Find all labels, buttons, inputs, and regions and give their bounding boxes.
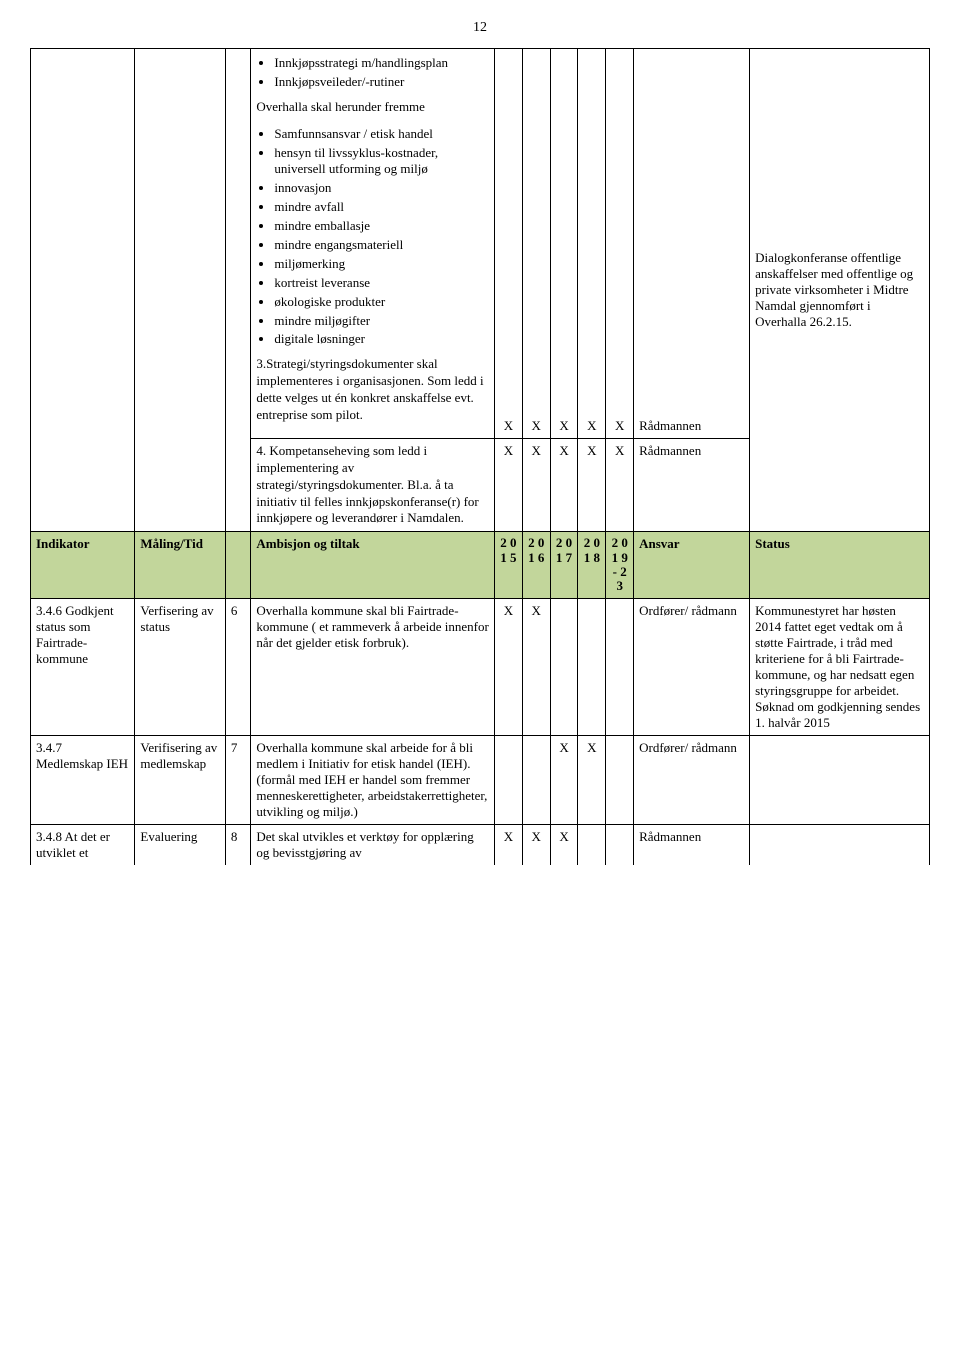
year-mark: X [578, 438, 606, 531]
year-mark: X [550, 735, 578, 824]
year-mark: X [494, 598, 522, 735]
list-item: mindre miljøgifter [274, 313, 489, 330]
col-ansvar: Ansvar [634, 532, 750, 598]
list-item: mindre avfall [274, 199, 489, 216]
table-row: Innkjøpsstrategi m/handlingsplan Innkjøp… [31, 49, 930, 439]
indikator-cell: 3.4.6 Godkjent status som Fairtrade-komm… [31, 598, 135, 735]
year-mark [606, 598, 634, 735]
year-mark: X [522, 49, 550, 439]
para-item3: 3.Strategi/styringsdokumenter skal imple… [256, 356, 489, 424]
col-maling: Måling/Tid [135, 532, 225, 598]
year-mark [522, 735, 550, 824]
list-item: Innkjøpsveileder/-rutiner [274, 74, 489, 91]
main-table: Innkjøpsstrategi m/handlingsplan Innkjøp… [30, 48, 930, 865]
col-year: 2 0 1 9 - 2 3 [606, 532, 634, 598]
year-mark: X [578, 49, 606, 439]
header-row: Indikator Måling/Tid Ambisjon og tiltak … [31, 532, 930, 598]
list-item: mindre emballasje [274, 218, 489, 235]
list-item: digitale løsninger [274, 331, 489, 348]
list-item: kortreist leveranse [274, 275, 489, 292]
year-mark [550, 598, 578, 735]
ansvar-cell: Ordfører/ rådmann [634, 735, 750, 824]
year-mark [578, 824, 606, 865]
year-mark: X [550, 49, 578, 439]
year-mark [606, 735, 634, 824]
maling-cell: Verfisering av status [135, 598, 225, 735]
year-mark: X [494, 49, 522, 439]
year-mark [606, 824, 634, 865]
list-item: mindre engangsmateriell [274, 237, 489, 254]
col-year: 2 0 1 8 [578, 532, 606, 598]
num-cell: 8 [225, 824, 251, 865]
table-row: 3.4.8 At det er utviklet et Evaluering 8… [31, 824, 930, 865]
year-mark: X [522, 824, 550, 865]
bullet-list-2: Samfunnsansvar / etisk handel hensyn til… [256, 126, 489, 349]
year-mark [494, 735, 522, 824]
col-indikator: Indikator [31, 532, 135, 598]
intro-text: Overhalla skal herunder fremme [256, 99, 489, 116]
indikator-cell: 3.4.8 At det er utviklet et [31, 824, 135, 865]
para-item4: 4. Kompetanseheving som ledd i implement… [256, 443, 489, 527]
year-mark: X [522, 598, 550, 735]
list-item: innovasjon [274, 180, 489, 197]
year-mark: X [550, 438, 578, 531]
table-row: 3.4.6 Godkjent status som Fairtrade-komm… [31, 598, 930, 735]
indikator-cell: 3.4.7 Medlemskap IEH [31, 735, 135, 824]
num-cell: 6 [225, 598, 251, 735]
tiltak-cell: Det skal utvikles et verktøy for opplæri… [251, 824, 495, 865]
col-status: Status [750, 532, 930, 598]
list-item: hensyn til livssyklus-kostnader, univers… [274, 145, 489, 179]
maling-cell: Verifisering av medlemskap [135, 735, 225, 824]
list-item: miljømerking [274, 256, 489, 273]
table-row: 3.4.7 Medlemskap IEH Verifisering av med… [31, 735, 930, 824]
year-mark: X [494, 824, 522, 865]
maling-cell: Evaluering [135, 824, 225, 865]
status-cell: Dialogkonferanse offentlige anskaffelser… [750, 49, 930, 532]
status-cell: Kommunestyret har høsten 2014 fattet ege… [750, 598, 930, 735]
tiltak-cell: Overhalla kommune skal arbeide for å bli… [251, 735, 495, 824]
year-mark [578, 598, 606, 735]
ansvar-cell: Rådmannen [634, 49, 750, 439]
tiltak-cell: Overhalla kommune skal bli Fairtrade-kom… [251, 598, 495, 735]
status-cell [750, 735, 930, 824]
page-number: 12 [30, 20, 930, 36]
list-item: Innkjøpsstrategi m/handlingsplan [274, 55, 489, 72]
col-year: 2 0 1 5 [494, 532, 522, 598]
ambisjon-cell-top: Innkjøpsstrategi m/handlingsplan Innkjøp… [251, 49, 495, 439]
status-cell [750, 824, 930, 865]
ansvar-cell: Ordfører/ rådmann [634, 598, 750, 735]
ansvar-cell: Rådmannen [634, 438, 750, 531]
ambisjon-cell-item4: 4. Kompetanseheving som ledd i implement… [251, 438, 495, 531]
year-mark: X [550, 824, 578, 865]
col-year: 2 0 1 7 [550, 532, 578, 598]
ansvar-cell: Rådmannen [634, 824, 750, 865]
col-year: 2 0 1 6 [522, 532, 550, 598]
num-cell: 7 [225, 735, 251, 824]
list-item: Samfunnsansvar / etisk handel [274, 126, 489, 143]
bullet-list-1: Innkjøpsstrategi m/handlingsplan Innkjøp… [256, 55, 489, 91]
year-mark: X [522, 438, 550, 531]
year-mark: X [606, 49, 634, 439]
year-mark: X [578, 735, 606, 824]
col-ambisjon: Ambisjon og tiltak [251, 532, 495, 598]
list-item: økologiske produkter [274, 294, 489, 311]
year-mark: X [494, 438, 522, 531]
year-mark: X [606, 438, 634, 531]
